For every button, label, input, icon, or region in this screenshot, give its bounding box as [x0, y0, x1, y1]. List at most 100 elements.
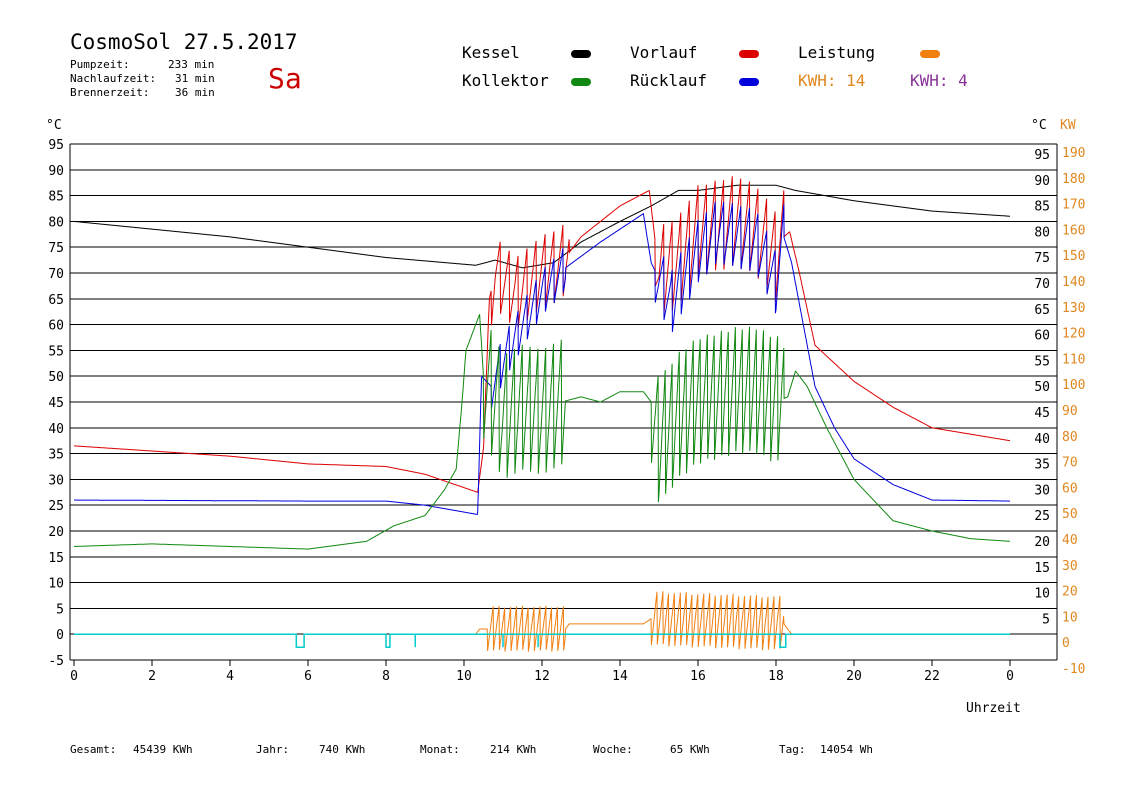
stat-brennerzeit-value: 36 min — [175, 86, 215, 99]
y-right-kw-tick-label: 100 — [1062, 378, 1085, 393]
stat-nachlaufzeit-label: Nachlaufzeit: — [70, 72, 157, 85]
y-right-kw-tick-label: 180 — [1062, 172, 1085, 187]
x-tick-label: 2 — [148, 669, 156, 684]
y-right-kw-tick-label: 60 — [1062, 481, 1078, 496]
legend-kessel-swatch — [571, 50, 591, 58]
stat-nachlaufzeit-value: 31 min — [175, 72, 215, 85]
y-right-c-tick-label: 95 — [1034, 148, 1050, 163]
y-left-tick-label: 85 — [48, 190, 64, 205]
y-left-tick-label: 20 — [48, 525, 64, 540]
y-left-tick-label: 90 — [48, 164, 64, 179]
x-tick-label: 4 — [226, 669, 234, 684]
legend-kollektor-label: Kollektor — [462, 71, 549, 90]
footer-monat-value: 214 KWh — [490, 743, 537, 756]
legend-leistung-label: Leistung — [798, 43, 876, 62]
y-right-kw-tick-label: 70 — [1062, 456, 1078, 471]
y-left-tick-label: 25 — [48, 499, 64, 514]
x-tick-label: 16 — [690, 669, 706, 684]
y-right-c-tick-label: 65 — [1034, 303, 1050, 318]
x-tick-label: 22 — [924, 669, 940, 684]
series-line-vorlauf — [74, 176, 1011, 493]
x-tick-label: 12 — [534, 669, 550, 684]
footer-gesamt-label: Gesamt: — [70, 743, 117, 756]
x-tick-label: 8 — [382, 669, 390, 684]
y-right-kw-tick-label: -10 — [1062, 662, 1085, 677]
legend-vorlauf-swatch — [739, 50, 759, 58]
y-left-tick-label: 5 — [56, 602, 64, 617]
y-right-kw-tick-label: 40 — [1062, 533, 1078, 548]
y-right-kw-tick-label: 0 — [1062, 636, 1070, 651]
y-right-kw-tick-label: 90 — [1062, 404, 1078, 419]
y-right-kw-tick-label: 190 — [1062, 146, 1085, 161]
y-left-tick-label: 55 — [48, 344, 64, 359]
y-right-c-tick-label: 5 — [1042, 612, 1050, 627]
x-tick-label: 0 — [70, 669, 78, 684]
footer-monat-label: Monat: — [420, 743, 460, 756]
y-right-c-tick-label: 15 — [1034, 561, 1050, 576]
y-left-tick-label: -5 — [48, 654, 64, 669]
y-right-kw-tick-label: 130 — [1062, 301, 1085, 316]
x-axis-label: Uhrzeit — [966, 701, 1021, 716]
y-left-tick-label: 70 — [48, 267, 64, 282]
footer-woche-value: 65 KWh — [670, 743, 710, 756]
legend-kollektor-swatch — [571, 78, 591, 86]
footer-tag-label: Tag: — [779, 743, 806, 756]
y-right-kw-tick-label: 170 — [1062, 198, 1085, 213]
y-right-c-tick-label: 10 — [1034, 587, 1050, 602]
legend-kwh-brenner: KWH: 4 — [910, 71, 968, 90]
stat-pumpzeit-label: Pumpzeit: — [70, 58, 130, 71]
y-left-tick-label: 30 — [48, 473, 64, 488]
footer-jahr-value: 740 KWh — [319, 743, 366, 756]
y-right-kw-tick-label: 140 — [1062, 275, 1085, 290]
y-right-unit-kw: KW — [1060, 118, 1076, 133]
x-tick-label: 20 — [846, 669, 862, 684]
x-tick-label: 0 — [1006, 669, 1014, 684]
stat-pumpzeit-value: 233 min — [168, 58, 215, 71]
y-left-tick-label: 80 — [48, 215, 64, 230]
y-right-c-tick-label: 20 — [1034, 535, 1050, 550]
y-right-kw-tick-label: 160 — [1062, 223, 1085, 238]
y-right-kw-tick-label: 50 — [1062, 507, 1078, 522]
y-right-kw-tick-label: 30 — [1062, 559, 1078, 574]
x-tick-label: 6 — [304, 669, 312, 684]
y-right-c-tick-label: 40 — [1034, 432, 1050, 447]
y-left-tick-label: 60 — [48, 319, 64, 334]
series-line-kessel — [74, 184, 1010, 269]
y-right-c-tick-label: 85 — [1034, 200, 1050, 215]
y-right-c-tick-label: 45 — [1034, 406, 1050, 421]
weekday-label: Sa — [268, 62, 302, 95]
footer-woche-label: Woche: — [593, 743, 633, 756]
x-tick-label: 10 — [456, 669, 472, 684]
y-left-tick-label: 15 — [48, 551, 64, 566]
y-right-c-tick-label: 55 — [1034, 354, 1050, 369]
y-left-tick-label: 50 — [48, 370, 64, 385]
y-right-kw-tick-label: 150 — [1062, 249, 1085, 264]
x-tick-label: 18 — [768, 669, 784, 684]
y-left-tick-label: 40 — [48, 422, 64, 437]
y-right-kw-tick-label: 110 — [1062, 352, 1085, 367]
y-right-unit-c: °C — [1031, 118, 1047, 133]
legend-vorlauf-label: Vorlauf — [630, 43, 698, 62]
y-right-c-tick-label: 70 — [1034, 277, 1050, 292]
y-right-kw-tick-label: 120 — [1062, 327, 1085, 342]
pump-status-line — [74, 633, 1010, 648]
y-left-tick-label: 65 — [48, 293, 64, 308]
y-right-c-tick-label: 50 — [1034, 380, 1050, 395]
y-left-tick-label: 75 — [48, 241, 64, 256]
y-right-c-tick-label: 75 — [1034, 251, 1050, 266]
stat-brennerzeit-label: Brennerzeit: — [70, 86, 150, 99]
series-line-leistung — [475, 591, 792, 652]
y-right-c-tick-label: 60 — [1034, 329, 1050, 344]
footer-gesamt-value: 45439 KWh — [133, 743, 193, 756]
y-right-c-tick-label: 25 — [1034, 509, 1050, 524]
series-line-kollektor — [74, 314, 1010, 550]
y-left-tick-label: 95 — [48, 138, 64, 153]
legend-ruecklauf-swatch — [739, 78, 759, 86]
x-tick-label: 14 — [612, 669, 628, 684]
y-right-c-tick-label: 90 — [1034, 174, 1050, 189]
y-right-c-tick-label: 30 — [1034, 483, 1050, 498]
y-right-kw-tick-label: 20 — [1062, 585, 1078, 600]
y-left-tick-label: 10 — [48, 577, 64, 592]
chart-title: CosmoSol 27.5.2017 — [70, 30, 298, 54]
